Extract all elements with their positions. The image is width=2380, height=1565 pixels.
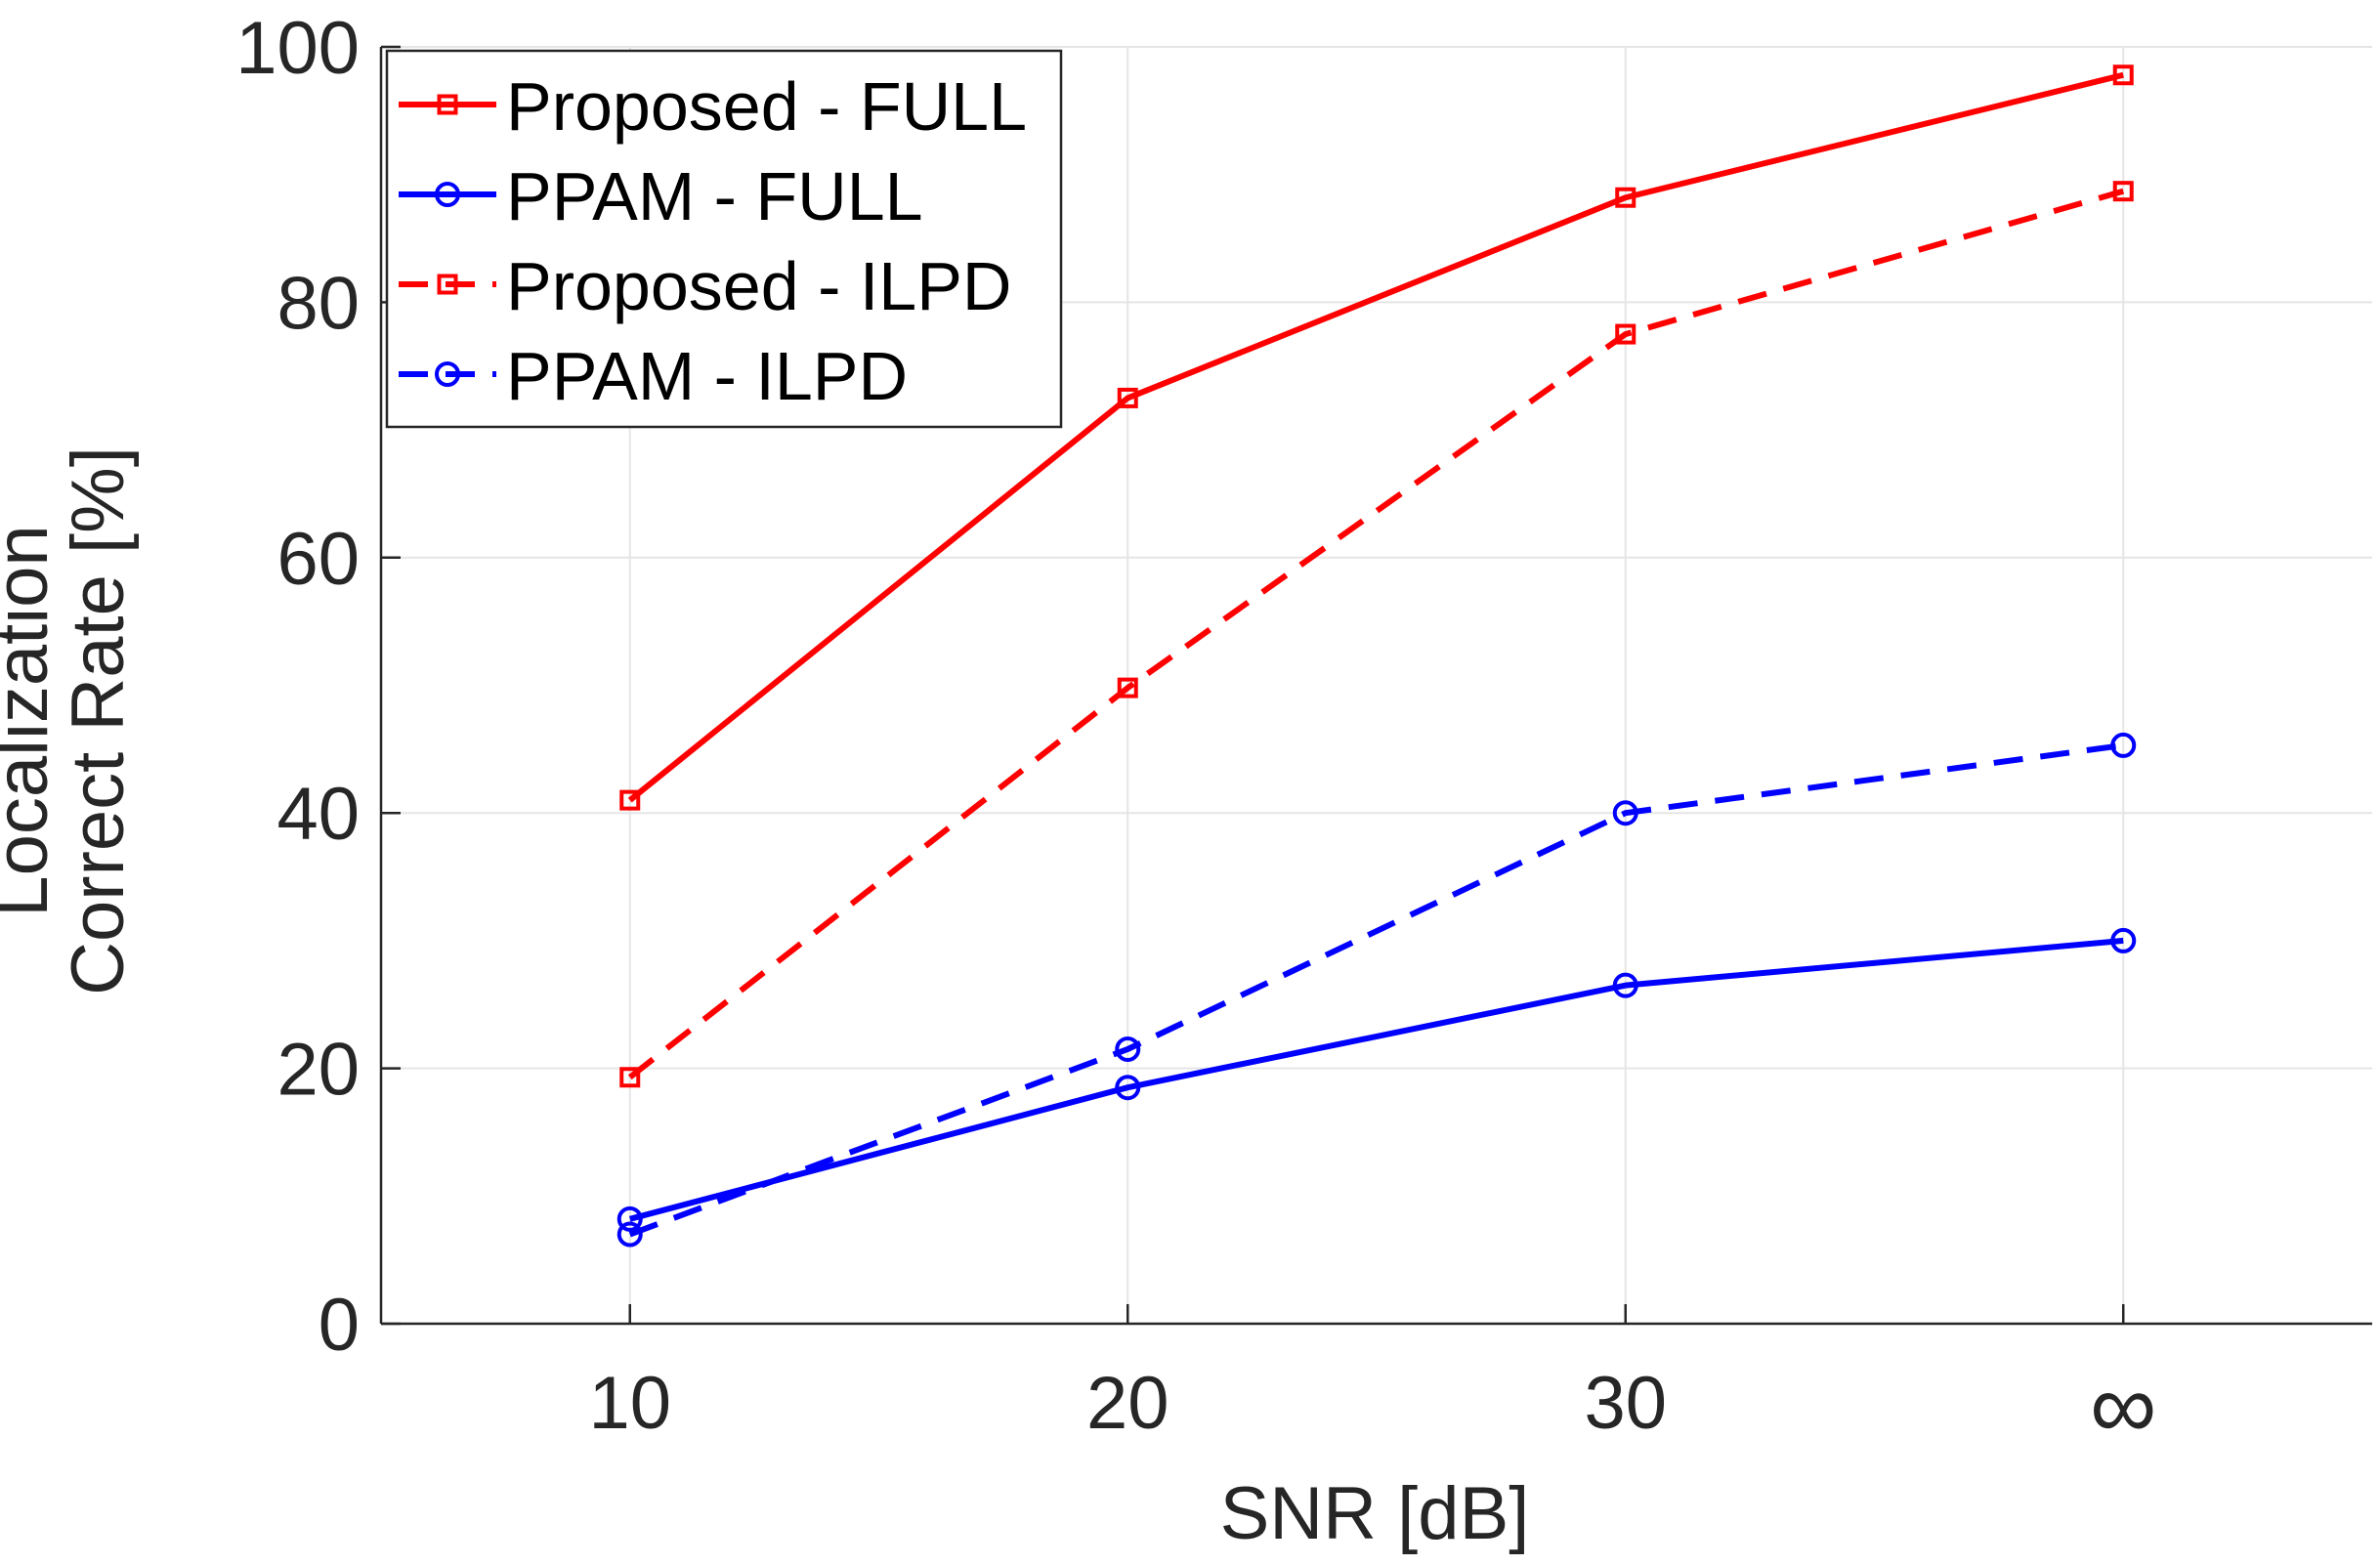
legend-marker [437, 274, 458, 295]
x-tick-label: 30 [1584, 1362, 1667, 1445]
series-line [628, 937, 2124, 1222]
series-ppam-full [616, 927, 2137, 1232]
series-ppam-ilpd [616, 732, 2137, 1248]
legend-label: PPAM - ILPD [506, 338, 908, 414]
series-line [628, 741, 2124, 1238]
series-proposed-ilpd [619, 181, 2134, 1088]
legend-marker [435, 361, 460, 387]
data-point [1615, 323, 1636, 345]
legend-marker [435, 182, 460, 207]
y-axis-title-group: Localization Correct Rate [%] [0, 446, 140, 995]
data-point [2112, 181, 2134, 202]
y-axis-title-line-2: Correct Rate [%] [57, 446, 140, 995]
data-point [619, 1067, 641, 1088]
data-point [619, 789, 641, 811]
x-axis-title: SNR [dB] [1220, 1472, 1530, 1555]
data-point [1615, 187, 1636, 208]
data-series [616, 64, 2137, 1248]
data-point [2112, 64, 2134, 86]
legend: Proposed - FULL PPAM - FULL Proposed - ILP… [385, 49, 1063, 429]
data-point [1612, 972, 1638, 998]
y-tick-label: 100 [235, 7, 360, 90]
x-tick-label: 20 [1086, 1362, 1169, 1445]
data-point [1115, 1036, 1141, 1062]
data-point [2110, 927, 2137, 953]
series-line [627, 71, 2124, 803]
y-tick-label: 40 [276, 773, 360, 856]
legend-label: Proposed - FULL [506, 68, 1027, 145]
x-tick-label: ∞ [2090, 1354, 2156, 1459]
y-axis-title-line-1: Localization [0, 525, 64, 916]
series-line [627, 188, 2125, 1080]
legend-label: PPAM - FULL [506, 158, 923, 234]
legend-entry: Proposed - ILPD [399, 248, 1011, 324]
y-tick-label: 0 [319, 1284, 360, 1367]
y-tick-label: 80 [276, 262, 360, 345]
x-tick-label: 10 [588, 1362, 671, 1445]
data-point [1115, 1075, 1141, 1101]
legend-entry: Proposed - FULL [399, 68, 1027, 145]
data-point [1117, 387, 1138, 408]
data-point [1117, 677, 1138, 698]
legend-marker [437, 94, 458, 115]
axes: 10 20 30 ∞ 0 20 40 60 80 100 [235, 7, 2372, 1459]
y-tick-label: 20 [276, 1029, 360, 1112]
legend-entry: PPAM - FULL [399, 158, 923, 234]
y-tick-label: 60 [276, 518, 360, 601]
data-point [616, 1205, 643, 1232]
data-point [1612, 800, 1638, 826]
data-point [616, 1221, 643, 1248]
legend-entry: PPAM - ILPD [399, 338, 908, 414]
legend-label: Proposed - ILPD [506, 248, 1011, 324]
series-proposed-full [619, 64, 2134, 811]
data-point [2110, 732, 2137, 758]
legend-box [385, 49, 1063, 429]
